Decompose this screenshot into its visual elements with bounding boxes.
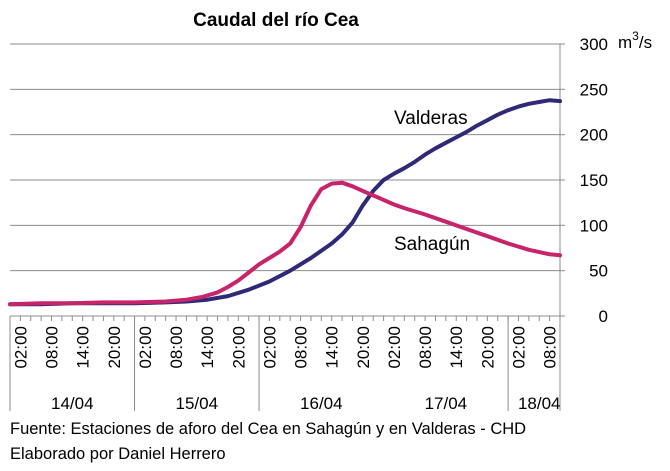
y-tick-label: 50 [589,262,608,281]
x-tick-label: 20:00 [354,326,373,369]
series-label-sahagun: Sahagún [394,234,470,255]
y-tick-label: 150 [580,171,608,190]
x-tick-label: 20:00 [105,326,124,369]
day-label: 18/04 [518,394,561,413]
chart: Caudal del río Cea 0 50 100 150 200 250 300 m3… [8,10,652,413]
day-label: 15/04 [176,394,219,413]
x-tick-label: 14:00 [323,326,342,369]
x-tick-label: 02:00 [385,326,404,369]
day-label: 16/04 [300,394,343,413]
series-lines [8,98,562,307]
x-tick-label: 14:00 [447,326,466,369]
y-tick-label: 200 [580,126,608,145]
y-tick-label: 100 [580,216,608,235]
series-label-valderas: Valderas [394,108,468,129]
x-axis: 02:00 08:00 14:00 20:00 02:00 08:00 14:00 20:00… [9,315,561,413]
x-tick-label: 08:00 [541,326,560,369]
day-label: 14/04 [51,394,94,413]
x-tick-label: 08:00 [416,326,435,369]
x-tick-label: 02:00 [509,326,528,369]
series-line-valderas [8,98,562,307]
x-tick-label: 20:00 [229,326,248,369]
y-tick-label: 300 [580,35,608,54]
y-axis: 0 50 100 150 200 250 300 [559,35,608,326]
x-tick-label: 02:00 [11,326,30,369]
chart-title: Caudal del río Cea [193,10,359,31]
author-note: Elaborado por Daniel Herrero [10,445,226,463]
x-tick-label: 02:00 [260,326,279,369]
y-tick-label: 0 [599,307,608,326]
x-tick-label: 08:00 [292,326,311,369]
grid [10,43,560,272]
x-tick-label: 08:00 [167,326,186,369]
x-tick-label: 14:00 [198,326,217,369]
series-line-sahagun [8,180,562,307]
y-tick-label: 250 [580,80,608,99]
x-tick-label: 14:00 [74,326,93,369]
y-axis-unit: m3/s [618,29,652,52]
day-label: 17/04 [425,394,468,413]
x-tick-label: 02:00 [136,326,155,369]
source-note: Fuente: Estaciones de aforo del Cea en S… [10,420,527,438]
x-tick-label: 20:00 [478,326,497,369]
x-tick-label: 08:00 [43,326,62,369]
